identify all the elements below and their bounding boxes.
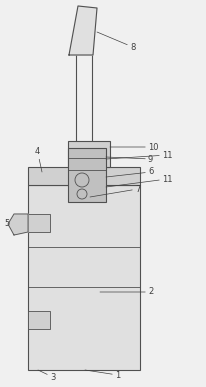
Bar [28,311,50,329]
Text: 3: 3 [38,370,55,382]
Bar [68,148,106,202]
Text: 11: 11 [106,151,172,159]
Text: 6: 6 [106,168,153,177]
Text: 4: 4 [35,147,42,172]
Polygon shape [69,6,97,55]
Text: 9: 9 [106,154,153,163]
Bar [28,185,140,370]
Text: 10: 10 [110,142,158,151]
Bar [28,167,140,185]
Text: 7: 7 [90,185,140,197]
Text: 5: 5 [4,219,9,228]
Text: 2: 2 [100,288,153,296]
Bar [68,141,110,167]
Text: 8: 8 [97,32,135,51]
Text: 11: 11 [106,175,172,187]
Polygon shape [8,214,28,235]
Text: 1: 1 [85,370,120,380]
Bar [28,214,50,232]
